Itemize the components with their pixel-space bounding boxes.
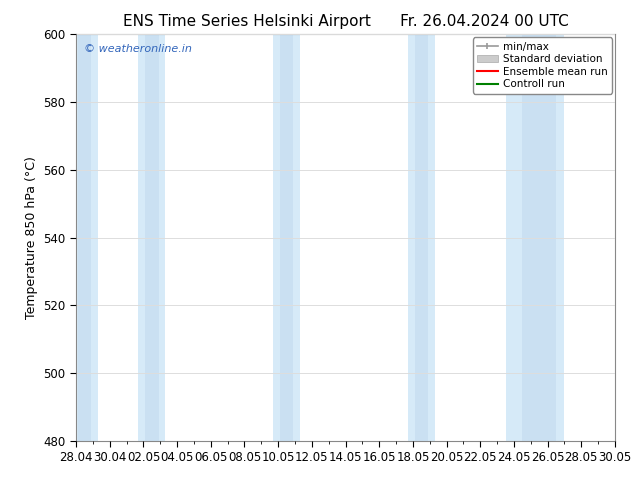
Title: ENS Time Series Helsinki Airport      Fr. 26.04.2024 00 UTC: ENS Time Series Helsinki Airport Fr. 26.… xyxy=(122,14,569,29)
Bar xyxy=(273,34,300,441)
Bar xyxy=(505,34,564,441)
Bar xyxy=(522,34,556,441)
Bar xyxy=(408,34,435,441)
Text: © weatheronline.in: © weatheronline.in xyxy=(84,45,192,54)
Bar xyxy=(78,34,91,441)
Bar xyxy=(280,34,294,441)
Bar xyxy=(138,34,165,441)
Bar xyxy=(71,34,98,441)
Y-axis label: Temperature 850 hPa (°C): Temperature 850 hPa (°C) xyxy=(25,156,38,319)
Legend: min/max, Standard deviation, Ensemble mean run, Controll run: min/max, Standard deviation, Ensemble me… xyxy=(473,37,612,94)
Bar xyxy=(415,34,428,441)
Bar xyxy=(145,34,158,441)
